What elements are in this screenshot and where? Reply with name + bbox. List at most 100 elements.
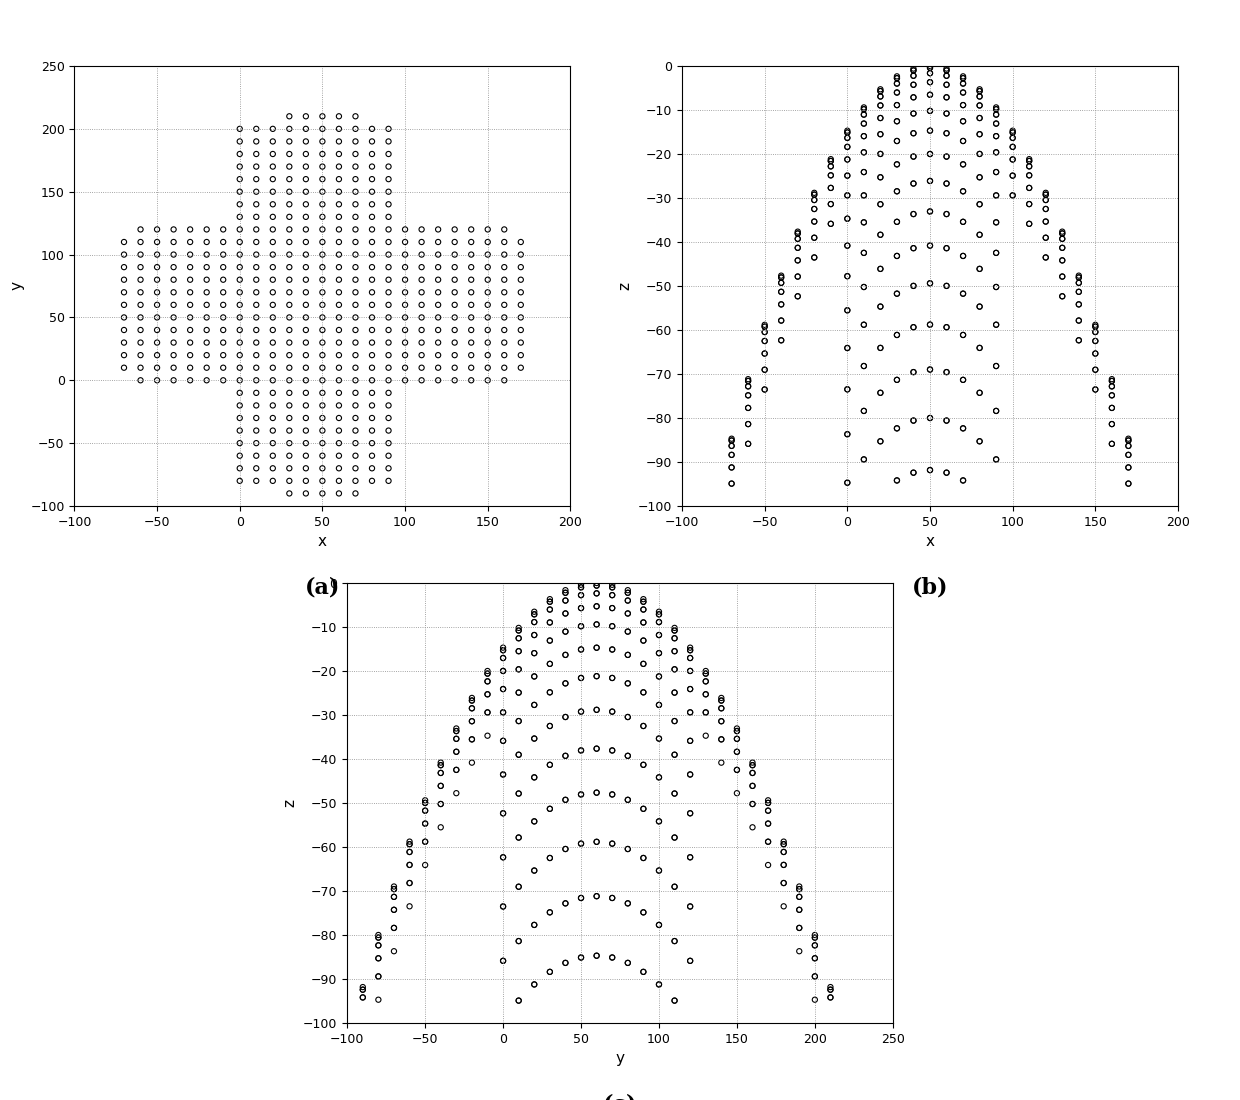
Point [920,59,940,77]
Point [805,249,825,266]
Point [494,649,513,667]
Point [399,856,419,873]
Point [649,916,668,934]
Point [415,802,435,820]
Point [180,309,200,327]
Point [197,296,217,314]
Point [790,888,810,905]
Point [587,701,606,718]
Point [618,708,637,726]
Point [936,62,956,79]
Point [649,861,668,879]
Point [722,459,742,476]
Point [329,409,348,427]
Point [887,155,906,173]
Point [681,848,701,866]
Point [461,359,481,376]
Point [296,421,316,439]
Point [539,614,559,631]
Point [263,208,283,226]
Point [1053,267,1073,285]
Point [164,296,184,314]
Point [634,656,653,673]
Point [477,662,497,680]
Point [854,187,874,205]
Point [263,333,283,351]
Point [1003,122,1023,140]
Point [634,656,653,673]
Point [180,258,200,276]
Point [727,730,746,748]
Point [213,233,233,251]
Point [180,346,200,364]
Point [378,145,398,163]
Point [634,683,653,701]
Point [665,660,684,678]
Point [130,271,150,288]
Point [936,88,956,106]
Point [854,451,874,469]
Point [346,245,366,263]
Point [477,672,497,690]
Point [603,785,622,803]
Point [312,321,332,339]
Point [494,662,513,680]
Point [649,696,668,714]
Point [378,196,398,213]
Point [263,346,283,364]
Point [665,660,684,678]
Point [986,244,1006,262]
Point [738,377,758,395]
Point [263,133,283,151]
Point [446,723,466,740]
Point [430,795,450,813]
Point [430,777,450,794]
Point [296,333,316,351]
Point [399,835,419,852]
Point [461,372,481,389]
Point [263,183,283,200]
Point [970,226,990,243]
Point [920,202,940,220]
Point [805,186,825,204]
Point [649,976,668,993]
Point [618,605,637,623]
Point [525,861,544,879]
Point [587,616,606,634]
Point [837,339,857,356]
Point [738,399,758,417]
Point [738,399,758,417]
Point [396,296,415,314]
Point [164,245,184,263]
Point [213,333,233,351]
Point [415,794,435,812]
Point [263,233,283,251]
Point [477,372,497,389]
Point [378,233,398,251]
Point [603,948,622,966]
Point [556,605,575,623]
Point [618,747,637,764]
Point [970,196,990,213]
Point [463,700,482,717]
Point [378,409,398,427]
Point [681,641,701,659]
Point [587,784,606,802]
Point [681,662,701,680]
Point [787,230,807,248]
Point [378,258,398,276]
Point [247,133,267,151]
Point [229,208,249,226]
Point [618,605,637,623]
Point [755,332,775,350]
Point [821,157,841,175]
Point [1085,323,1105,341]
Point [572,576,591,594]
Point [428,233,448,251]
Point [758,815,777,833]
Point [477,221,497,239]
Point [1019,214,1039,232]
Point [787,224,807,242]
Point [229,421,249,439]
Point [180,321,200,339]
